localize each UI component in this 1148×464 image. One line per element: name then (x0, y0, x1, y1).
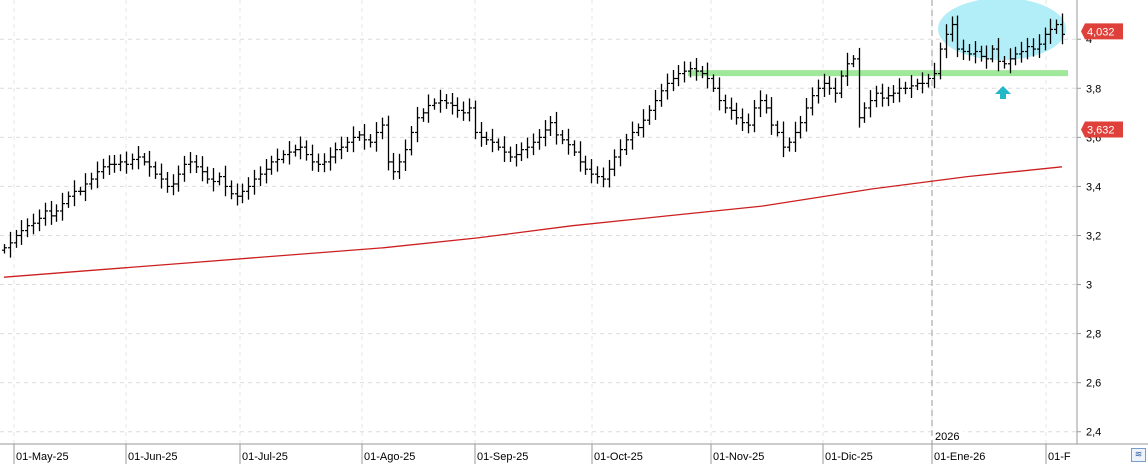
price-tag (1081, 121, 1123, 138)
y-tick-label: 2,6 (1086, 378, 1101, 390)
x-tick-label: 01-Ago-25 (364, 451, 415, 463)
y-tick-label: 3,2 (1086, 230, 1101, 242)
x-tick-label: 01-F (1048, 451, 1071, 463)
x-tick-layer: 01-May-25 01-Jun-25 01-Jul-25 01-Ago-25 01-S… (13, 428, 1071, 464)
y-tick-label: 2,4 (1086, 427, 1101, 439)
moving-average-line (3, 166, 1063, 278)
price-tag (1081, 23, 1123, 40)
x-tick-label: 01-Nov-25 (713, 451, 764, 463)
x-tick-label: 01-Jun-25 (128, 451, 178, 463)
y-tick-label: 2,8 (1086, 329, 1101, 341)
price-tag-label: 3,632 (1087, 125, 1115, 137)
x-tick-label: 01-Dic-25 (825, 451, 873, 463)
year-marker-bg (933, 428, 963, 442)
y-tick-label: 4 (1086, 34, 1092, 46)
price-tag-label: 4,032 (1087, 26, 1115, 38)
x-tick-label: 01-May-25 (16, 451, 69, 463)
moving-average-layer (3, 166, 1063, 278)
x-tick-label: 01-Sep-25 (477, 451, 528, 463)
axis-layer (0, 0, 1148, 445)
x-tick-label: 01-Oct-25 (594, 451, 643, 463)
y-tick-label: 3,4 (1086, 181, 1101, 193)
year-marker-label: 2026 (935, 431, 959, 443)
y-tick-label: 3,8 (1086, 83, 1101, 95)
chart-options-icon[interactable]: ≋ (1131, 448, 1146, 462)
price-tag-layer: 4,032 3,632 (1081, 23, 1123, 138)
x-tick-label: 01-Jul-25 (242, 451, 288, 463)
x-tick-label: 01-Ene-26 (934, 451, 985, 463)
y-tick-label: 3 (1086, 280, 1092, 292)
y-tick-layer: 2,42,62,833,23,43,63,84 (1077, 34, 1101, 439)
grid-layer (0, 0, 1077, 444)
up-arrow-icon (995, 86, 1011, 99)
ohlc-bar-layer (2, 13, 1065, 258)
